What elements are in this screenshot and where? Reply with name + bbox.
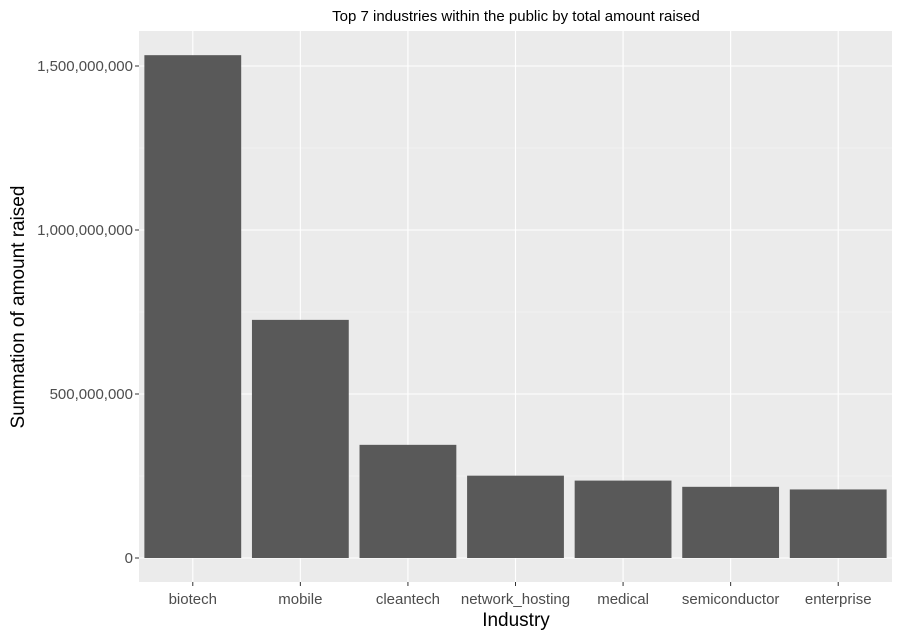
x-axis: biotech mobile cleantech network_hosting med… (169, 582, 872, 608)
y-tick-label: 500,000,000 (50, 386, 133, 403)
x-axis-title: Industry (482, 610, 550, 631)
y-tick-label: 1,500,000,000 (37, 58, 133, 75)
bar-medical (574, 480, 672, 558)
chart-title: Top 7 industries within the public by to… (332, 8, 700, 25)
x-tick-label: network_hosting (461, 591, 570, 608)
bar-enterprise (789, 489, 887, 558)
x-tick-label: mobile (278, 591, 322, 608)
y-axis-title: Summation of amount raised (8, 186, 29, 429)
x-tick-label: medical (597, 591, 649, 608)
bar-semiconductor (682, 486, 780, 558)
x-tick-label: biotech (169, 591, 217, 608)
bar-cleantech (359, 444, 457, 558)
y-axis: 0 500,000,000 1,000,000,000 1,500,000,000 (37, 58, 139, 567)
y-tick-label: 0 (125, 550, 133, 567)
x-tick-label: cleantech (376, 591, 440, 608)
x-tick-label: enterprise (805, 591, 872, 608)
bar-biotech (144, 55, 242, 559)
bars (144, 55, 887, 559)
bar-network_hosting (467, 475, 564, 558)
y-tick-label: 1,000,000,000 (37, 222, 133, 239)
x-tick-label: semiconductor (682, 591, 780, 608)
bar-mobile (251, 319, 349, 558)
